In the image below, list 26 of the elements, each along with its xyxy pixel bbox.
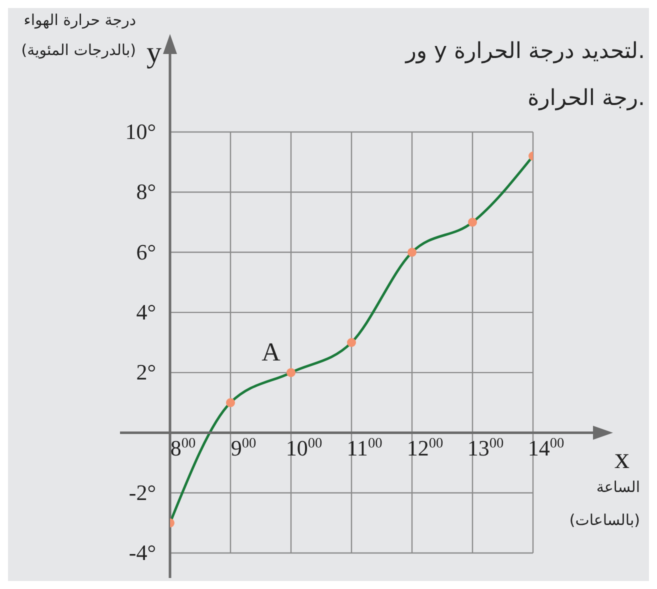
- y-tick-label: 8°: [136, 179, 156, 204]
- x-tick-label: 11$^{00}$: [346, 436, 382, 461]
- text: y: [146, 36, 162, 69]
- x-tick-label: 8$^{00}$: [170, 436, 196, 461]
- y-tick-label: 6°: [136, 239, 156, 264]
- y-tick-label: -2°: [128, 480, 156, 505]
- point: [347, 338, 356, 347]
- y-tick-label: 2°: [136, 360, 156, 385]
- x-tick-label: 12$^{00}$: [406, 436, 444, 461]
- point: [226, 398, 235, 408]
- x-tick-label: 9$^{00}$: [230, 436, 256, 461]
- x-tick-label: 10$^{00}$: [286, 436, 322, 461]
- text: x: [614, 442, 630, 475]
- y-axis-title: درجة حرارة الهواء (بالدرجات المئوية): [21, 11, 136, 59]
- annotation: A: [262, 338, 281, 367]
- x-tick-label: 13$^{00}$: [467, 436, 504, 461]
- y-tick-label: -4°: [128, 540, 156, 565]
- point: [468, 218, 477, 227]
- y-tick-label: 10°: [125, 119, 156, 144]
- text: ور y لتحديد درجة الحرارة.: [404, 39, 645, 64]
- y-tick-label: 4°: [136, 299, 156, 324]
- point: [408, 248, 416, 257]
- x-tick-label: 14$^{00}$: [528, 436, 564, 461]
- point: [286, 368, 296, 378]
- x-axis-title: الساعة (بالساعات): [569, 478, 640, 529]
- text: رجة الحرارة.: [528, 86, 645, 111]
